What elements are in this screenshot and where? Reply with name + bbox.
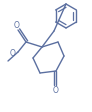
Text: O: O (10, 49, 16, 58)
Text: O: O (53, 86, 59, 95)
Text: O: O (14, 21, 20, 30)
